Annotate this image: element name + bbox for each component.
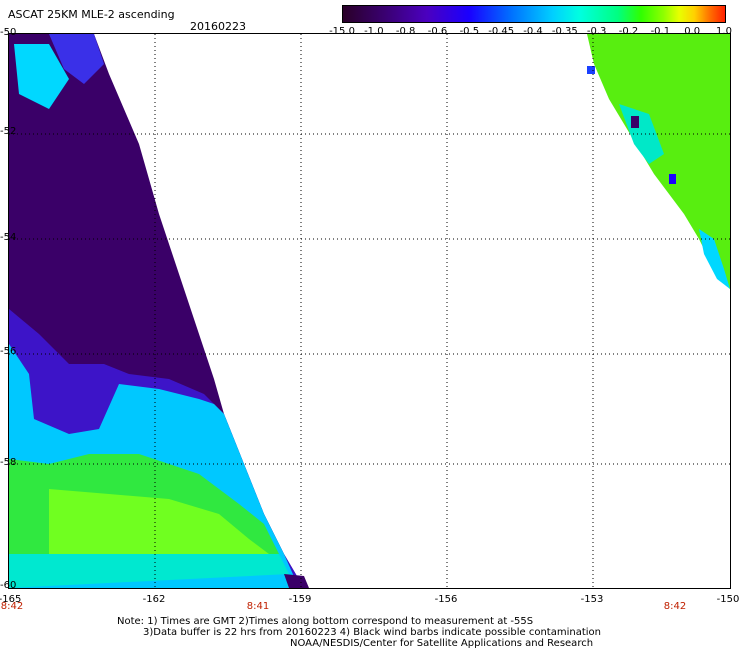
left-swath-edge-dark bbox=[284, 574, 309, 588]
colorbar-tick-label: -0.4 bbox=[523, 26, 543, 37]
x-label-165: -165 bbox=[0, 594, 22, 605]
right-swath-blue-pixel bbox=[669, 174, 676, 184]
colorbar-tick-label: -0.45 bbox=[488, 26, 515, 37]
colorbar-tick-label: -0.5 bbox=[459, 26, 480, 37]
colorbar-tick-label: -15.0 bbox=[329, 26, 355, 37]
right-swath-dark-pixel bbox=[631, 116, 639, 128]
note-line-1: Note: 1) Times are GMT 2)Times along bot… bbox=[117, 616, 534, 627]
x-label-156: -156 bbox=[434, 594, 458, 605]
colorbar-tick-label: -0.2 bbox=[618, 26, 639, 37]
colorbar-tick-label: -0.6 bbox=[427, 26, 448, 37]
x-label-150: -150 bbox=[716, 594, 740, 605]
x-label-162: -162 bbox=[142, 594, 166, 605]
time-label-right: 8:42 bbox=[663, 601, 687, 612]
colorbar-tick-label: -0.1 bbox=[650, 26, 671, 37]
right-swath-base bbox=[587, 34, 730, 289]
gridlines bbox=[9, 34, 730, 588]
left-swath-bottom-cyan bbox=[9, 554, 289, 588]
note-line-3: NOAA/NESDIS/Center for Satellite Applica… bbox=[290, 638, 594, 649]
y-label-50: -50 bbox=[0, 27, 17, 38]
left-swath-corner-blue bbox=[49, 34, 104, 84]
time-label-left: 8:42 bbox=[0, 601, 24, 612]
map-plot bbox=[8, 33, 731, 589]
x-label-159: -159 bbox=[288, 594, 312, 605]
map-title: ASCAT 25KM MLE-2 ascending bbox=[8, 8, 175, 21]
swath-layer bbox=[9, 34, 730, 588]
colorbar-tick-label: 1.0 bbox=[716, 26, 732, 37]
map-date: 20160223 bbox=[190, 20, 246, 33]
y-label-56: -56 bbox=[0, 346, 17, 357]
x-label-153: -153 bbox=[580, 594, 604, 605]
time-label-mid: 8:41 bbox=[246, 601, 270, 612]
colorbar-tick-label: 0.0 bbox=[684, 26, 701, 37]
colorbar bbox=[342, 5, 726, 23]
colorbar-tick-label: -0.8 bbox=[395, 26, 416, 37]
colorbar-tick-label: -1.0 bbox=[364, 26, 384, 37]
y-label-58: -58 bbox=[0, 457, 17, 468]
colorbar-tick-label: -0.3 bbox=[586, 26, 607, 37]
right-swath-top-blue bbox=[587, 66, 595, 74]
y-label-60: -60 bbox=[0, 580, 17, 591]
note-line-2: 3)Data buffer is 22 hrs from 20160223 4)… bbox=[143, 627, 601, 638]
colorbar-tick-label: -0.35 bbox=[551, 26, 578, 37]
left-swath-lightgreen bbox=[49, 489, 269, 554]
left-swath-corner-cyan bbox=[14, 44, 69, 109]
y-label-54: -54 bbox=[0, 232, 17, 243]
right-swath-edge bbox=[699, 229, 730, 289]
y-label-52: -52 bbox=[0, 126, 17, 137]
